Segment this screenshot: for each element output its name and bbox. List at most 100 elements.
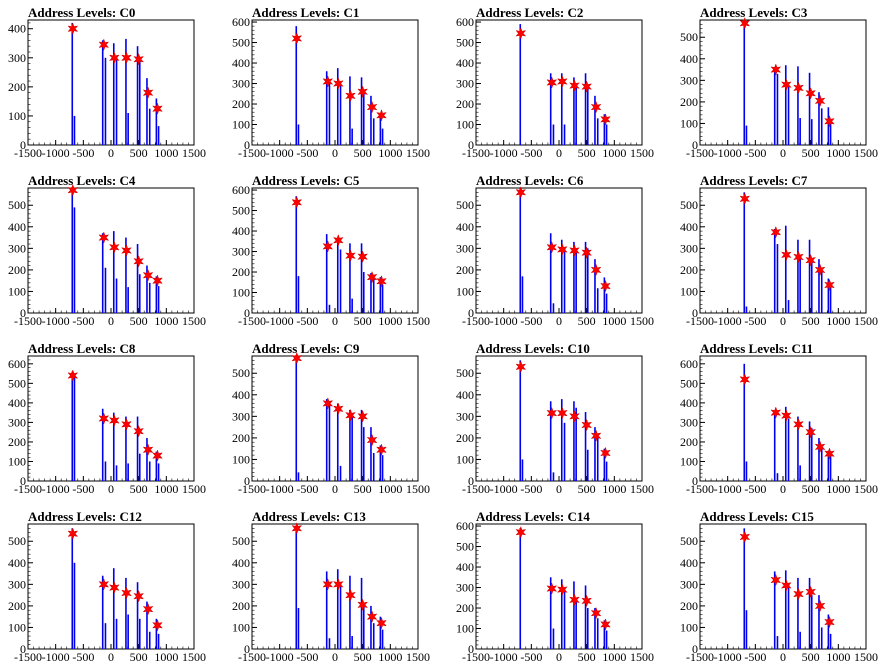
x-tick-label: -500	[520, 482, 542, 496]
histogram-bar	[829, 287, 832, 313]
x-tick-label: 0	[332, 650, 338, 664]
plot-frame	[475, 523, 643, 650]
chart-panel: Address Levels: C3 0 100 200 300 400 500 -1500-…	[672, 0, 896, 168]
peak-marker	[98, 231, 110, 244]
peak-marker	[345, 588, 356, 602]
histogram-bar	[776, 73, 779, 145]
histogram-bar	[603, 448, 606, 481]
histogram-bar	[104, 623, 107, 649]
histogram-bar	[381, 629, 384, 649]
histogram-bar	[381, 284, 384, 313]
histogram-bar	[818, 92, 820, 145]
histogram-bar	[127, 113, 129, 145]
chart-panel: Address Levels: C7 0 100 200 300 400 500 -1500-…	[672, 168, 896, 336]
histogram-bar	[829, 453, 832, 481]
peak-marker	[793, 587, 804, 601]
histogram-bar	[138, 453, 141, 481]
peak-marker	[515, 360, 527, 374]
y-tick-label: 500	[232, 36, 250, 50]
chart-panel: Address Levels: C5 0 100 200 300 400 500 600 -15…	[224, 168, 448, 336]
histogram-bar	[336, 238, 339, 313]
x-tick-label: -1500	[462, 146, 490, 160]
y-tick-label: 100	[456, 452, 474, 466]
histogram-bar	[138, 57, 141, 146]
chart-panel: Address Levels: C1 0 100 200 300 400 500 600 -15…	[224, 0, 448, 168]
y-tick-label: 600	[456, 15, 474, 29]
histogram-bar	[125, 416, 127, 481]
peak-marker	[332, 578, 344, 591]
histogram-bar	[362, 272, 365, 313]
histogram-bar	[295, 356, 298, 481]
histogram-bar	[797, 577, 799, 649]
y-tick-label: 400	[232, 388, 250, 402]
chart-panel: Address Levels: C0 0 100 200 300 400 -1500 -100…	[0, 0, 224, 168]
peak-marker	[556, 406, 568, 420]
y-tick-label: 400	[8, 556, 26, 570]
x-tick-label: 1000	[826, 650, 850, 664]
peak-marker	[152, 274, 163, 287]
histogram-bar	[295, 526, 298, 649]
y-tick-label: 200	[8, 80, 26, 94]
histogram-bar	[596, 435, 599, 481]
x-tick-label: -1500	[462, 482, 490, 496]
y-tick-label: 300	[456, 409, 474, 423]
chart-svg: 0 100 200 300 400 500 -1500 -1000 -500 0 500 1000 15…	[8, 183, 206, 328]
peak-marker	[291, 351, 303, 365]
histogram-bar	[339, 465, 342, 481]
peak-marker	[108, 414, 120, 427]
histogram-bar	[136, 46, 139, 145]
x-tick-label: 500	[130, 482, 148, 496]
x-tick-label: 1500	[182, 314, 206, 328]
histogram-bar	[743, 363, 746, 481]
histogram-bar	[799, 465, 801, 481]
peak-marker	[739, 192, 751, 206]
x-tick-label: 1000	[154, 146, 178, 160]
y-tick-label: 600	[232, 183, 250, 197]
peak-marker	[739, 16, 751, 30]
histogram-bar	[820, 627, 823, 649]
chart-svg: 0 100 200 300 400 500 -1500 -1000 -500 0 500 1000 15…	[8, 523, 206, 664]
y-tick-label: 200	[8, 263, 26, 277]
y-tick-label: 500	[456, 36, 474, 50]
histogram-bar	[745, 306, 748, 313]
peak-marker	[332, 402, 344, 416]
histogram-bar	[381, 455, 384, 481]
histogram-bar	[745, 461, 748, 481]
histogram-bar	[552, 124, 555, 145]
histogram-bar	[743, 22, 746, 145]
chart-title: Address Levels: C8	[28, 341, 136, 356]
peak-marker	[600, 446, 611, 460]
x-tick-label: 0	[108, 482, 114, 496]
histogram-bar	[787, 300, 790, 313]
histogram-bar	[827, 278, 830, 313]
y-tick-label: 300	[8, 415, 26, 429]
peak-marker	[793, 81, 804, 95]
x-tick-label: 1000	[826, 482, 850, 496]
histogram-bar	[148, 282, 151, 313]
chart-svg: 0 100 200 300 400 500 600 -1500 -1000 -500 0 500 100…	[232, 15, 430, 160]
histogram-bar	[336, 403, 339, 481]
histogram-bar	[603, 620, 606, 649]
histogram-bar	[549, 73, 552, 145]
y-tick-label: 0	[20, 642, 26, 656]
histogram-bar	[773, 67, 776, 145]
x-tick-label: 0	[108, 650, 114, 664]
x-tick-label: -1000	[490, 146, 518, 160]
y-tick-label: 200	[456, 431, 474, 445]
y-tick-label: 300	[680, 73, 698, 87]
chart-panel: Address Levels: C12 0 100 200 300 400 500 -1500…	[0, 504, 224, 672]
chart-svg: 0 100 200 300 400 500 600 -1500 -1000 -500 0 500 100…	[232, 183, 430, 328]
peak-marker	[376, 274, 387, 288]
histogram-bar	[773, 228, 776, 313]
y-tick-label: 500	[456, 198, 474, 212]
x-tick-label: -1500	[686, 314, 714, 328]
histogram-bar	[349, 76, 351, 145]
x-tick-label: -1000	[42, 650, 70, 664]
peak-marker	[569, 244, 580, 257]
peak-marker	[793, 418, 804, 431]
peak-marker	[67, 22, 79, 35]
histogram-bar	[560, 399, 563, 481]
histogram-bar	[115, 278, 118, 313]
x-tick-label: 500	[802, 650, 820, 664]
